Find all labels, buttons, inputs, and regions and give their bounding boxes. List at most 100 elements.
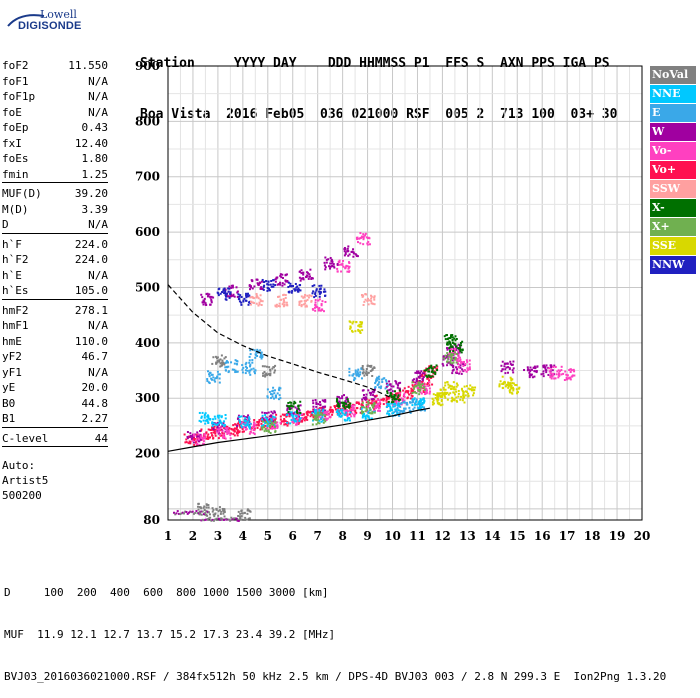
echo-point <box>433 366 436 369</box>
echo-point <box>230 284 233 287</box>
param-row-hes: h`Es 105.0 <box>2 283 108 299</box>
echo-point <box>328 416 331 419</box>
echo-point <box>455 399 458 402</box>
echo-point <box>507 366 510 369</box>
echo-point <box>423 406 426 409</box>
echo-point <box>313 296 316 299</box>
echo-point <box>200 436 203 439</box>
echo-point <box>246 369 249 372</box>
echo-point <box>446 348 449 351</box>
echo-point <box>436 365 439 368</box>
echo-point <box>455 385 458 388</box>
echo-point <box>279 387 282 390</box>
echo-point <box>286 280 289 283</box>
echo-point <box>284 296 287 299</box>
echo-point <box>457 366 460 369</box>
param-label: yE <box>2 381 16 394</box>
echo-point <box>219 433 222 436</box>
echo-point <box>185 441 188 444</box>
param-value: N/A <box>88 74 108 88</box>
echo-point <box>255 354 258 357</box>
echo-point <box>426 389 429 392</box>
echo-point <box>393 390 396 393</box>
echo-point <box>247 303 250 306</box>
echo-point <box>392 395 395 398</box>
echo-point <box>229 437 232 440</box>
echo-point <box>248 416 251 419</box>
echo-point <box>214 380 217 383</box>
echo-point <box>240 303 243 306</box>
param-label: yF2 <box>2 350 22 363</box>
echo-point <box>573 370 576 373</box>
echo-point <box>441 403 444 406</box>
echo-point <box>374 382 377 385</box>
echo-point <box>563 379 566 382</box>
x-tick-label: 16 <box>534 529 551 543</box>
echo-point <box>269 369 272 372</box>
echo-point <box>440 399 443 402</box>
echo-point <box>223 509 226 512</box>
echo-point <box>389 406 392 409</box>
echo-point <box>397 402 400 405</box>
echo-point <box>174 513 177 516</box>
echo-point <box>528 371 531 374</box>
echo-point <box>277 283 280 286</box>
echo-point <box>292 418 295 421</box>
echo-point <box>376 379 379 382</box>
echo-point <box>339 409 342 412</box>
echo-point <box>218 377 221 380</box>
param-separator <box>2 426 108 428</box>
echo-point <box>529 366 532 369</box>
echo-point <box>544 369 547 372</box>
echo-point <box>347 410 350 413</box>
echo-point <box>362 371 365 374</box>
param-row-clevel: C-level 44 <box>2 431 108 447</box>
echo-point <box>236 434 239 437</box>
echo-point <box>362 414 365 417</box>
echo-point <box>457 389 460 392</box>
echo-point <box>198 506 201 509</box>
param-separator <box>2 298 108 300</box>
echo-point <box>274 430 277 433</box>
echo-point <box>262 420 265 423</box>
echo-point <box>552 373 555 376</box>
echo-point <box>414 381 417 384</box>
echo-point <box>222 289 225 292</box>
echo-point <box>206 295 209 298</box>
echo-point <box>282 305 285 308</box>
echo-point <box>222 434 225 437</box>
echo-point <box>444 391 447 394</box>
echo-point <box>312 418 315 421</box>
echo-point <box>288 415 291 418</box>
echo-point <box>373 296 376 299</box>
echo-point <box>278 295 281 298</box>
echo-point <box>390 385 393 388</box>
echo-point <box>321 416 324 419</box>
param-value: 44 <box>94 431 108 445</box>
echo-point <box>394 410 397 413</box>
echo-point <box>286 421 289 424</box>
param-value: N/A <box>88 268 108 282</box>
echo-point <box>448 340 451 343</box>
echo-point <box>344 410 347 413</box>
echo-point <box>411 392 414 395</box>
echo-point <box>431 369 434 372</box>
echo-point <box>248 284 251 287</box>
echo-point <box>454 351 457 354</box>
echo-point <box>346 396 349 399</box>
echo-point <box>326 411 329 414</box>
echo-point <box>204 513 207 516</box>
echo-point <box>422 376 425 379</box>
echo-point <box>457 350 460 353</box>
echo-point <box>319 403 322 406</box>
echo-point <box>274 280 277 283</box>
echo-point <box>418 381 421 384</box>
echo-point <box>251 279 254 282</box>
echo-point <box>341 407 344 410</box>
echo-point <box>299 412 302 415</box>
echo-point <box>258 303 261 306</box>
echo-point <box>362 294 365 297</box>
echo-point <box>397 400 400 403</box>
echo-point <box>327 413 330 416</box>
echo-point <box>335 408 338 411</box>
